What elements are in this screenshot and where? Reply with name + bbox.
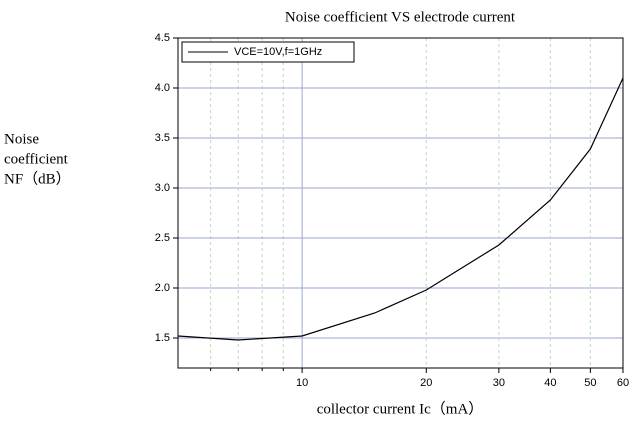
- y-tick-label: 1.5: [155, 332, 170, 344]
- y-tick-label: 3.0: [155, 182, 170, 194]
- y-tick-label: 4.5: [155, 32, 170, 44]
- chart-title: Noise coefficient VS electrode current: [285, 9, 516, 25]
- legend-box: [181, 41, 355, 63]
- y-tick-label: 2.5: [155, 232, 170, 244]
- x-tick-label: 10: [296, 377, 308, 389]
- y-tick-label: 3.5: [155, 132, 170, 144]
- legend-label: VCE=10V,f=1GHz: [234, 46, 322, 58]
- x-tick-label: 30: [493, 377, 505, 389]
- x-tick-label: 20: [420, 377, 432, 389]
- y-tick-label: 2.0: [155, 282, 170, 294]
- y-axis-label: coefficient: [4, 151, 69, 167]
- y-axis-label: Noise: [4, 131, 39, 147]
- plot-frame: [177, 37, 624, 369]
- x-tick-label: 60: [617, 377, 629, 389]
- x-tick-label: 40: [544, 377, 556, 389]
- x-tick-label: 50: [584, 377, 596, 389]
- x-axis-label: collector current Ic（mA）: [317, 400, 484, 417]
- y-tick-label: 4.0: [155, 82, 170, 94]
- data-line: [177, 77, 624, 341]
- y-axis-label: NF（dB）: [4, 170, 71, 187]
